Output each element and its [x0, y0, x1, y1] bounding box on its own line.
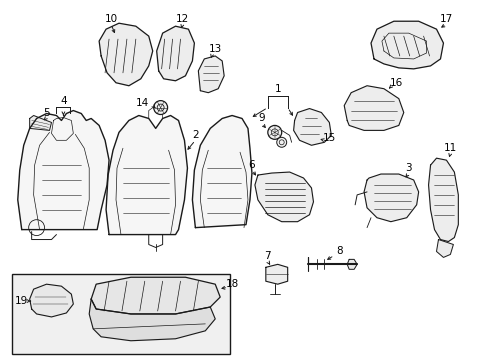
Polygon shape — [30, 284, 73, 317]
Polygon shape — [364, 174, 418, 222]
Polygon shape — [106, 116, 187, 235]
Polygon shape — [156, 26, 194, 81]
Polygon shape — [254, 172, 313, 222]
Text: 3: 3 — [405, 163, 411, 173]
Text: 7: 7 — [264, 251, 270, 261]
Circle shape — [276, 137, 286, 147]
Text: 5: 5 — [43, 108, 50, 117]
Bar — [12, 274, 230, 354]
Text: 17: 17 — [439, 14, 452, 24]
Text: 6: 6 — [248, 160, 255, 170]
Text: 11: 11 — [443, 143, 456, 153]
Text: 15: 15 — [322, 133, 335, 143]
Polygon shape — [89, 299, 215, 341]
Text: 16: 16 — [389, 78, 403, 88]
Polygon shape — [436, 239, 452, 257]
Circle shape — [153, 100, 167, 114]
Polygon shape — [198, 56, 224, 93]
Text: 18: 18 — [225, 279, 238, 289]
Text: 4: 4 — [60, 96, 66, 105]
Polygon shape — [344, 86, 403, 130]
Polygon shape — [18, 111, 109, 230]
Polygon shape — [30, 116, 51, 130]
Polygon shape — [99, 23, 152, 86]
Polygon shape — [346, 260, 356, 269]
Text: 1: 1 — [274, 84, 281, 94]
Polygon shape — [370, 21, 443, 69]
Polygon shape — [265, 264, 287, 284]
Circle shape — [267, 125, 281, 139]
Text: 14: 14 — [136, 98, 149, 108]
Text: 12: 12 — [176, 14, 189, 24]
Text: 19: 19 — [15, 296, 28, 306]
Text: 13: 13 — [208, 44, 222, 54]
Text: 2: 2 — [192, 130, 198, 140]
Text: 10: 10 — [104, 14, 117, 24]
Text: 8: 8 — [335, 247, 342, 256]
Text: 9: 9 — [258, 113, 264, 123]
Polygon shape — [293, 109, 331, 145]
Polygon shape — [91, 277, 220, 314]
Polygon shape — [427, 158, 457, 242]
Polygon shape — [192, 116, 251, 228]
